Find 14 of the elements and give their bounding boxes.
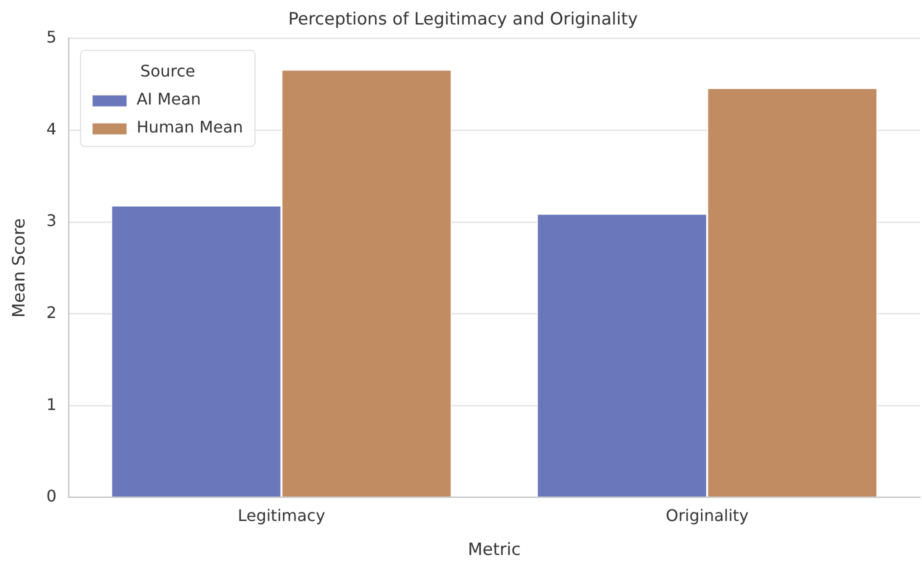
y-tick-label: 4 <box>46 119 57 138</box>
y-tick-label: 5 <box>46 28 57 47</box>
legend-title: Source <box>140 62 196 81</box>
y-tick-label: 1 <box>46 394 57 414</box>
x-tick-label: Originality <box>666 506 749 526</box>
y-tick-label: 2 <box>46 302 57 322</box>
legend-label: AI Mean <box>136 90 201 109</box>
x-axis-title: Metric <box>468 540 521 560</box>
y-tick-label: 0 <box>46 486 57 506</box>
chart-title: Perceptions of Legitimacy and Originality <box>288 10 638 30</box>
x-tick-label: Legitimacy <box>238 506 326 526</box>
legend-label: Human Mean <box>136 118 243 137</box>
y-axis-title: Mean Score <box>10 218 30 318</box>
y-tick-label: 3 <box>46 211 57 230</box>
